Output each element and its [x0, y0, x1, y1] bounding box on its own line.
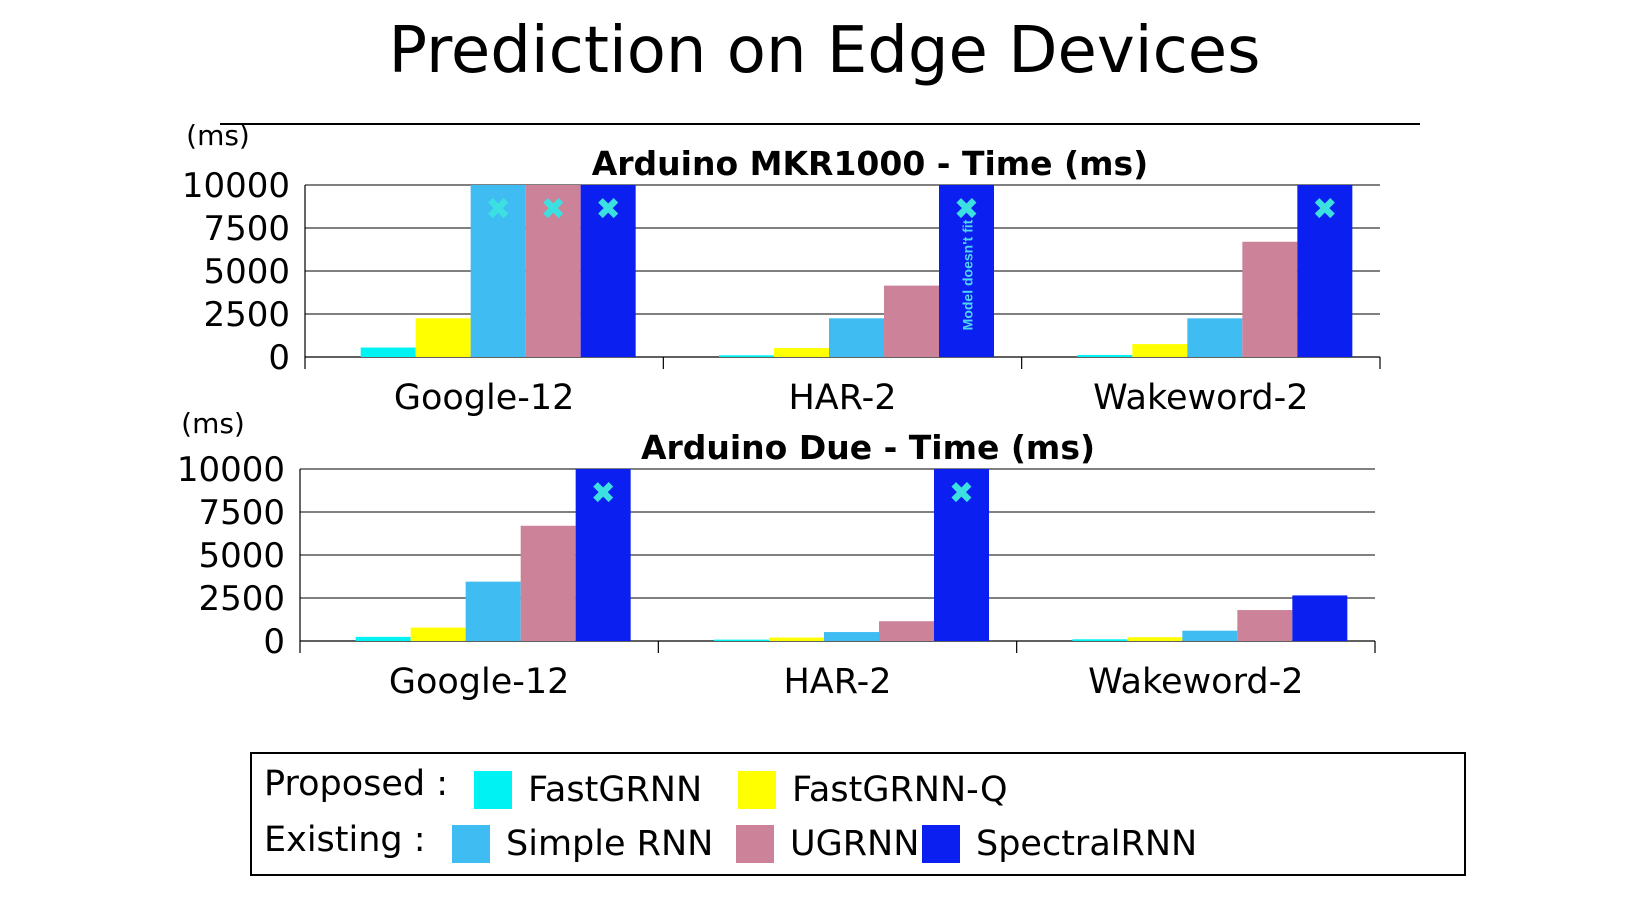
- chart2-y-axis-label: (ms): [181, 407, 245, 440]
- legend-item-spectralrnn: SpectralRNN: [922, 824, 1197, 864]
- chart1-bar-wakeword-2-spectralrnn: [1297, 185, 1353, 357]
- chart2-bar-google-12-spectralrnn: [575, 469, 631, 641]
- chart1-y-tick-label-7500: 7500: [203, 209, 290, 249]
- chart1-y-tick-label-10000: 10000: [182, 166, 290, 206]
- chart1-annotation-model-doesnt-fit: Model doesn't fit: [960, 219, 976, 330]
- chart1-bar-google-12-simple-rnn: [470, 185, 526, 357]
- chart1-no-fit-marker-wakeword-2-spectralrnn: ✖: [1312, 192, 1337, 227]
- chart2-bar-har-2-fastgrnn: [714, 639, 769, 641]
- chart2-bar-wakeword-2-ugrnn: [1237, 610, 1293, 641]
- chart2-category-label-wakeword-2: Wakeword-2: [1088, 662, 1303, 702]
- legend-item-fastgrnn-q: FastGRNN-Q: [738, 770, 1008, 810]
- chart2-no-fit-marker-har-2-spectralrnn: ✖: [949, 476, 974, 511]
- chart2-bar-google-12-fastgrnn-q: [410, 627, 466, 641]
- legend-label-fastgrnn: FastGRNN: [528, 770, 703, 810]
- chart2-bar-har-2-spectralrnn: [934, 469, 989, 641]
- chart1-bar-google-12-spectralrnn: [580, 185, 636, 357]
- chart1-category-label-wakeword-2: Wakeword-2: [1093, 378, 1308, 418]
- chart2-y-tick-label-0: 0: [263, 622, 285, 662]
- chart1-y-tick-label-2500: 2500: [203, 295, 290, 335]
- legend-swatch-spectralrnn: [922, 825, 960, 863]
- chart2-bar-wakeword-2-fastgrnn: [1072, 639, 1128, 641]
- chart1-no-fit-marker-har-2-spectralrnn: ✖: [954, 192, 979, 227]
- chart2-y-tick-label-7500: 7500: [198, 493, 285, 533]
- chart1-title: Arduino MKR1000 - Time (ms): [592, 144, 1149, 183]
- chart1-bar-har-2-ugrnn: [884, 285, 939, 357]
- chart1-bar-wakeword-2-simple-rnn: [1187, 318, 1243, 357]
- chart1-y-tick-label-0: 0: [268, 338, 290, 378]
- legend-swatch-simple-rnn: [452, 825, 490, 863]
- chart1-y-axis-label: (ms): [186, 119, 250, 152]
- legend-group-proposed: Proposed :: [264, 764, 449, 804]
- legend-swatch-ugrnn: [736, 825, 774, 863]
- chart2-bar-har-2-ugrnn: [879, 621, 934, 641]
- legend-item-simple-rnn: Simple RNN: [452, 824, 713, 864]
- chart1-no-fit-marker-google-12-spectralrnn: ✖: [596, 192, 621, 227]
- chart2-category-label-har-2: HAR-2: [783, 662, 891, 702]
- chart2-bar-google-12-fastgrnn: [355, 636, 411, 641]
- legend-label-ugrnn: UGRNN: [790, 824, 920, 864]
- chart2-bar-google-12-simple-rnn: [465, 581, 521, 641]
- legend-group-existing: Existing :: [264, 820, 426, 860]
- chart1-bar-har-2-simple-rnn: [829, 318, 884, 357]
- chart2-bar-har-2-fastgrnn-q: [769, 637, 824, 641]
- chart1-bar-google-12-fastgrnn: [360, 347, 416, 357]
- chart2-no-fit-marker-google-12-spectralrnn: ✖: [591, 476, 616, 511]
- legend-swatch-fastgrnn: [474, 771, 512, 809]
- chart1-bar-wakeword-2-fastgrnn-q: [1132, 344, 1188, 357]
- chart2-bar-wakeword-2-spectralrnn: [1292, 595, 1348, 641]
- chart2-bar-wakeword-2-simple-rnn: [1182, 630, 1238, 641]
- legend-swatch-fastgrnn-q: [738, 771, 776, 809]
- chart2-category-label-google-12: Google-12: [389, 662, 570, 702]
- chart2-bar-har-2-simple-rnn: [824, 632, 879, 641]
- chart1-bar-wakeword-2-fastgrnn: [1077, 354, 1133, 357]
- legend-label-spectralrnn: SpectralRNN: [976, 824, 1198, 864]
- chart1-bar-har-2-spectralrnn: [939, 185, 994, 357]
- chart1-bar-google-12-ugrnn: [525, 185, 581, 357]
- chart1-y-tick-label-5000: 5000: [203, 252, 290, 292]
- chart2-y-tick-label-2500: 2500: [198, 579, 285, 619]
- legend-label-fastgrnn-q: FastGRNN-Q: [792, 770, 1008, 810]
- chart1-no-fit-marker-google-12-simple-rnn: ✖: [486, 192, 511, 227]
- chart1-no-fit-marker-google-12-ugrnn: ✖: [541, 192, 566, 227]
- slide-title: Prediction on Edge Devices: [388, 14, 1261, 88]
- chart1-bar-har-2-fastgrnn: [719, 355, 774, 357]
- chart1-bar-har-2-fastgrnn-q: [774, 348, 829, 357]
- chart1-bar-google-12-fastgrnn-q: [415, 318, 471, 357]
- chart1-category-label-har-2: HAR-2: [788, 378, 896, 418]
- legend: Proposed : Existing : FastGRNN FastGRNN-…: [250, 752, 1466, 876]
- chart1-bar-wakeword-2-ugrnn: [1242, 241, 1298, 357]
- chart2-y-tick-label-10000: 10000: [177, 450, 285, 490]
- chart1-category-label-google-12: Google-12: [394, 378, 575, 418]
- chart2-bar-wakeword-2-fastgrnn-q: [1127, 637, 1183, 641]
- title-divider: [220, 123, 1420, 125]
- chart2-y-tick-label-5000: 5000: [198, 536, 285, 576]
- legend-label-simple-rnn: Simple RNN: [506, 824, 714, 864]
- legend-item-ugrnn: UGRNN: [736, 824, 919, 864]
- legend-item-fastgrnn: FastGRNN: [474, 770, 702, 810]
- chart2-title: Arduino Due - Time (ms): [641, 428, 1095, 467]
- chart2-bar-google-12-ugrnn: [520, 525, 576, 641]
